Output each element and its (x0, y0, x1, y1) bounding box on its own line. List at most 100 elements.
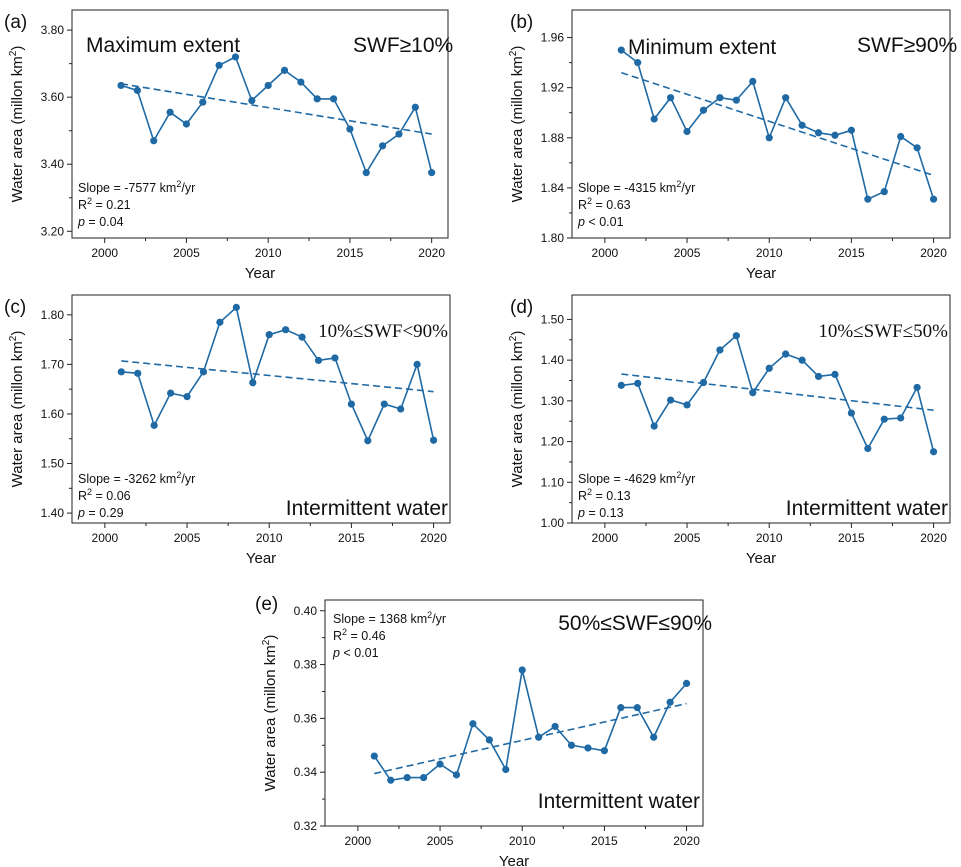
r2-exp: 2 (87, 196, 92, 206)
y-axis-title-exp: 2 (8, 335, 19, 341)
r2-value: = 0.21 (92, 198, 131, 212)
y-tick-label: 0.38 (294, 658, 318, 672)
panel-a: 2000 2005 2010 2015 2020 3.20 3.40 3.60 3.80 Year… (4, 9, 453, 282)
panel-b: 2000 2005 2010 2015 2020 1.80 1.84 1.88 1.92 1.96… (508, 9, 957, 282)
r2-prefix: R (578, 489, 587, 503)
y-tick-label: 3.40 (41, 157, 65, 171)
y-axis-title-close: ) (509, 46, 526, 51)
data-point (134, 369, 142, 377)
p-text: p < 0.01 (332, 646, 379, 660)
panel-letter: (d) (510, 297, 533, 318)
panel-title: Intermittent water (538, 790, 700, 813)
data-point (313, 95, 321, 103)
y-axis-title-exp: 2 (508, 50, 519, 56)
data-point (880, 188, 888, 196)
y-tick-label: 1.84 (541, 181, 565, 195)
y-tick-label: 1.70 (41, 357, 65, 371)
p-value: = 0.29 (85, 506, 124, 520)
trend-line (621, 373, 934, 412)
slope-unit: /yr (432, 612, 446, 626)
x-tick-label: 2005 (427, 834, 454, 848)
x-axis-title: Year (499, 853, 529, 867)
r2-value: = 0.13 (592, 489, 631, 503)
data-point (248, 96, 256, 105)
x-tick-label: 2020 (420, 531, 447, 545)
data-point (183, 393, 191, 401)
y-axis-title-exp: 2 (8, 50, 19, 56)
data-point (667, 94, 675, 102)
x-tick-label: 2020 (920, 246, 947, 260)
y-axis-title-text: Water area (millon km (509, 341, 526, 487)
x-tick-label: 2010 (509, 834, 536, 848)
data-point (831, 131, 839, 139)
data-point (117, 81, 125, 90)
data-point (166, 108, 174, 116)
x-axis-title: Year (746, 550, 776, 567)
data-point (362, 169, 370, 177)
data-point (502, 765, 510, 774)
panel-letter: (b) (510, 12, 533, 33)
data-point (199, 98, 207, 106)
data-point (929, 448, 938, 456)
slope-text: Slope = -4315 km2/yr (578, 179, 695, 195)
swf-condition: 10%≤SWF≤50% (818, 321, 948, 342)
data-point (282, 326, 290, 334)
p-label: p (577, 506, 585, 520)
trend-line (621, 71, 934, 177)
y-axis-title-exp: 2 (508, 335, 519, 341)
data-point (765, 364, 773, 372)
data-point (864, 444, 872, 453)
y-axis-title: Water area (millon km2) (508, 46, 526, 203)
data-point (452, 771, 461, 779)
x-tick-label: 2005 (174, 531, 201, 545)
data-point (716, 346, 724, 354)
data-point (199, 368, 208, 376)
x-tick-label: 2000 (92, 531, 119, 545)
x-tick-label: 2020 (418, 246, 445, 260)
r2-prefix: R (78, 489, 87, 503)
y-tick-label: 0.40 (294, 604, 318, 618)
y-axis-title-text: Water area (millon km (262, 645, 279, 791)
panel-letter: (c) (4, 297, 26, 318)
data-point (150, 421, 158, 429)
x-tick-label: 2015 (838, 246, 865, 260)
data-point (814, 129, 823, 137)
y-axis-title-close: ) (9, 46, 26, 51)
swf-condition: 10%≤SWF<90% (318, 321, 448, 342)
data-point (864, 195, 872, 203)
data-point (880, 415, 888, 423)
x-tick-label: 2020 (673, 834, 700, 848)
r2-exp: 2 (342, 627, 347, 637)
slope-value: Slope = -4315 km (578, 181, 676, 195)
y-tick-label: 1.10 (541, 475, 565, 489)
y-axis-title-close: ) (509, 331, 526, 336)
data-point (117, 368, 125, 376)
plot-frame (324, 599, 704, 827)
data-point (264, 81, 272, 90)
data-point (265, 331, 273, 339)
data-point (749, 77, 757, 86)
x-tick-label: 2005 (674, 246, 701, 260)
slope-exp: 2 (176, 179, 181, 189)
data-point (650, 115, 658, 123)
y-tick-label: 1.92 (541, 81, 565, 95)
y-tick-label: 0.36 (294, 711, 318, 725)
data-point (782, 350, 790, 358)
data-point (215, 61, 223, 69)
data-point (699, 106, 708, 114)
slope-text: Slope = 1368 km2/yr (333, 610, 446, 626)
data-point (814, 372, 823, 381)
data-point (847, 409, 855, 417)
slope-exp: 2 (176, 470, 181, 480)
series-line (621, 334, 935, 452)
p-value: < 0.01 (340, 646, 379, 660)
r2-exp: 2 (587, 196, 592, 206)
data-point (397, 405, 405, 413)
data-point (749, 389, 757, 397)
x-tick-label: 2000 (592, 246, 619, 260)
data-point (413, 360, 421, 368)
data-point (551, 722, 559, 731)
y-axis-title-close: ) (9, 331, 26, 336)
data-point (167, 389, 175, 397)
data-point (535, 733, 543, 741)
